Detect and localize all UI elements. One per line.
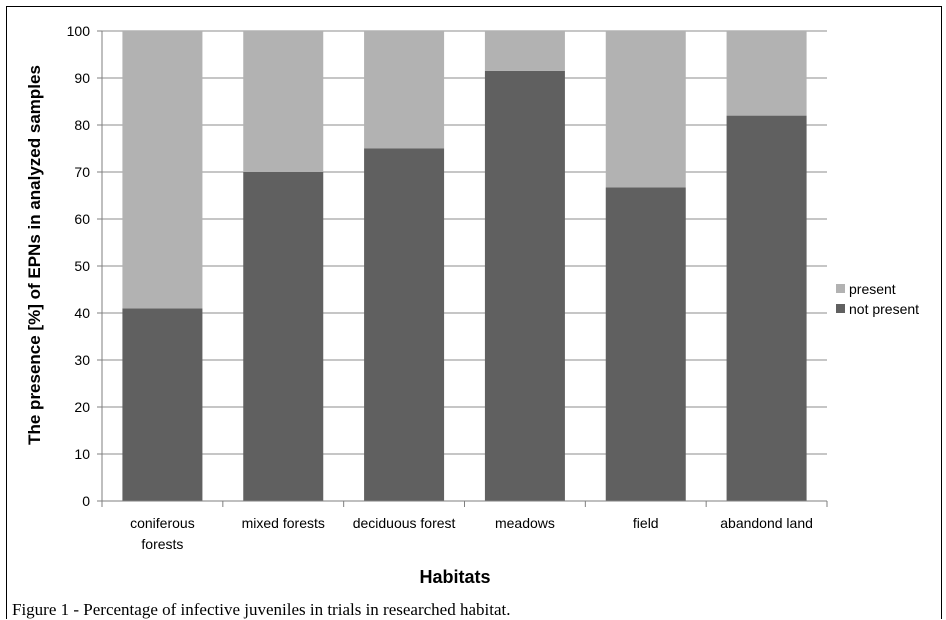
y-tick-label: 50 — [74, 258, 90, 274]
y-tick-labels: 0 10 20 30 40 50 60 70 80 90 100 — [67, 23, 102, 509]
legend-swatch — [836, 304, 845, 313]
y-tick-label: 10 — [74, 446, 90, 462]
x-tick-label: meadows — [495, 515, 555, 531]
y-axis-label: The presence [%] of EPNs in analyzed sam… — [25, 65, 44, 445]
y-tick-label: 100 — [67, 23, 91, 39]
x-tick-label: coniferous — [130, 515, 195, 531]
figure-frame — [6, 6, 942, 619]
x-tick-labels: coniferous forests mixed forests deciduous … — [101, 501, 828, 552]
gridlines — [102, 30, 827, 455]
bar-not-present — [605, 187, 686, 501]
stacked-bar-chart: 0 10 20 30 40 50 60 70 80 90 100 coniferous forests… — [25, 23, 919, 587]
y-tick-label: 80 — [74, 117, 90, 133]
legend-swatch — [836, 284, 845, 293]
bar-present — [605, 31, 686, 188]
bar-not-present — [726, 115, 807, 501]
bar-not-present — [243, 172, 324, 501]
bar-present — [484, 31, 565, 71]
bar-present — [243, 31, 324, 172]
bar-not-present — [484, 70, 565, 501]
x-tick-label: mixed forests — [242, 515, 325, 531]
legend: present not present — [836, 281, 919, 317]
x-tick-label: field — [633, 515, 659, 531]
bar-present — [726, 31, 807, 116]
x-tick-label: deciduous forest — [353, 515, 456, 531]
legend-label: present — [849, 281, 896, 297]
y-tick-label: 20 — [74, 399, 90, 415]
y-tick-label: 30 — [74, 352, 90, 368]
bar-not-present — [122, 308, 203, 501]
y-tick-label: 90 — [74, 70, 90, 86]
y-tick-label: 70 — [74, 164, 90, 180]
bar-present — [364, 31, 445, 149]
y-tick-label: 60 — [74, 211, 90, 227]
x-tick-label: forests — [141, 536, 183, 552]
figure-caption: Figure 1 - Percentage of infective juven… — [12, 600, 511, 619]
y-tick-label: 0 — [82, 493, 90, 509]
x-axis-label: Habitats — [419, 567, 490, 587]
bar-not-present — [364, 148, 445, 501]
x-tick-label: abandond land — [720, 515, 813, 531]
y-tick-label: 40 — [74, 305, 90, 321]
bar-present — [122, 31, 203, 309]
bars — [122, 31, 807, 501]
legend-label: not present — [849, 301, 919, 317]
